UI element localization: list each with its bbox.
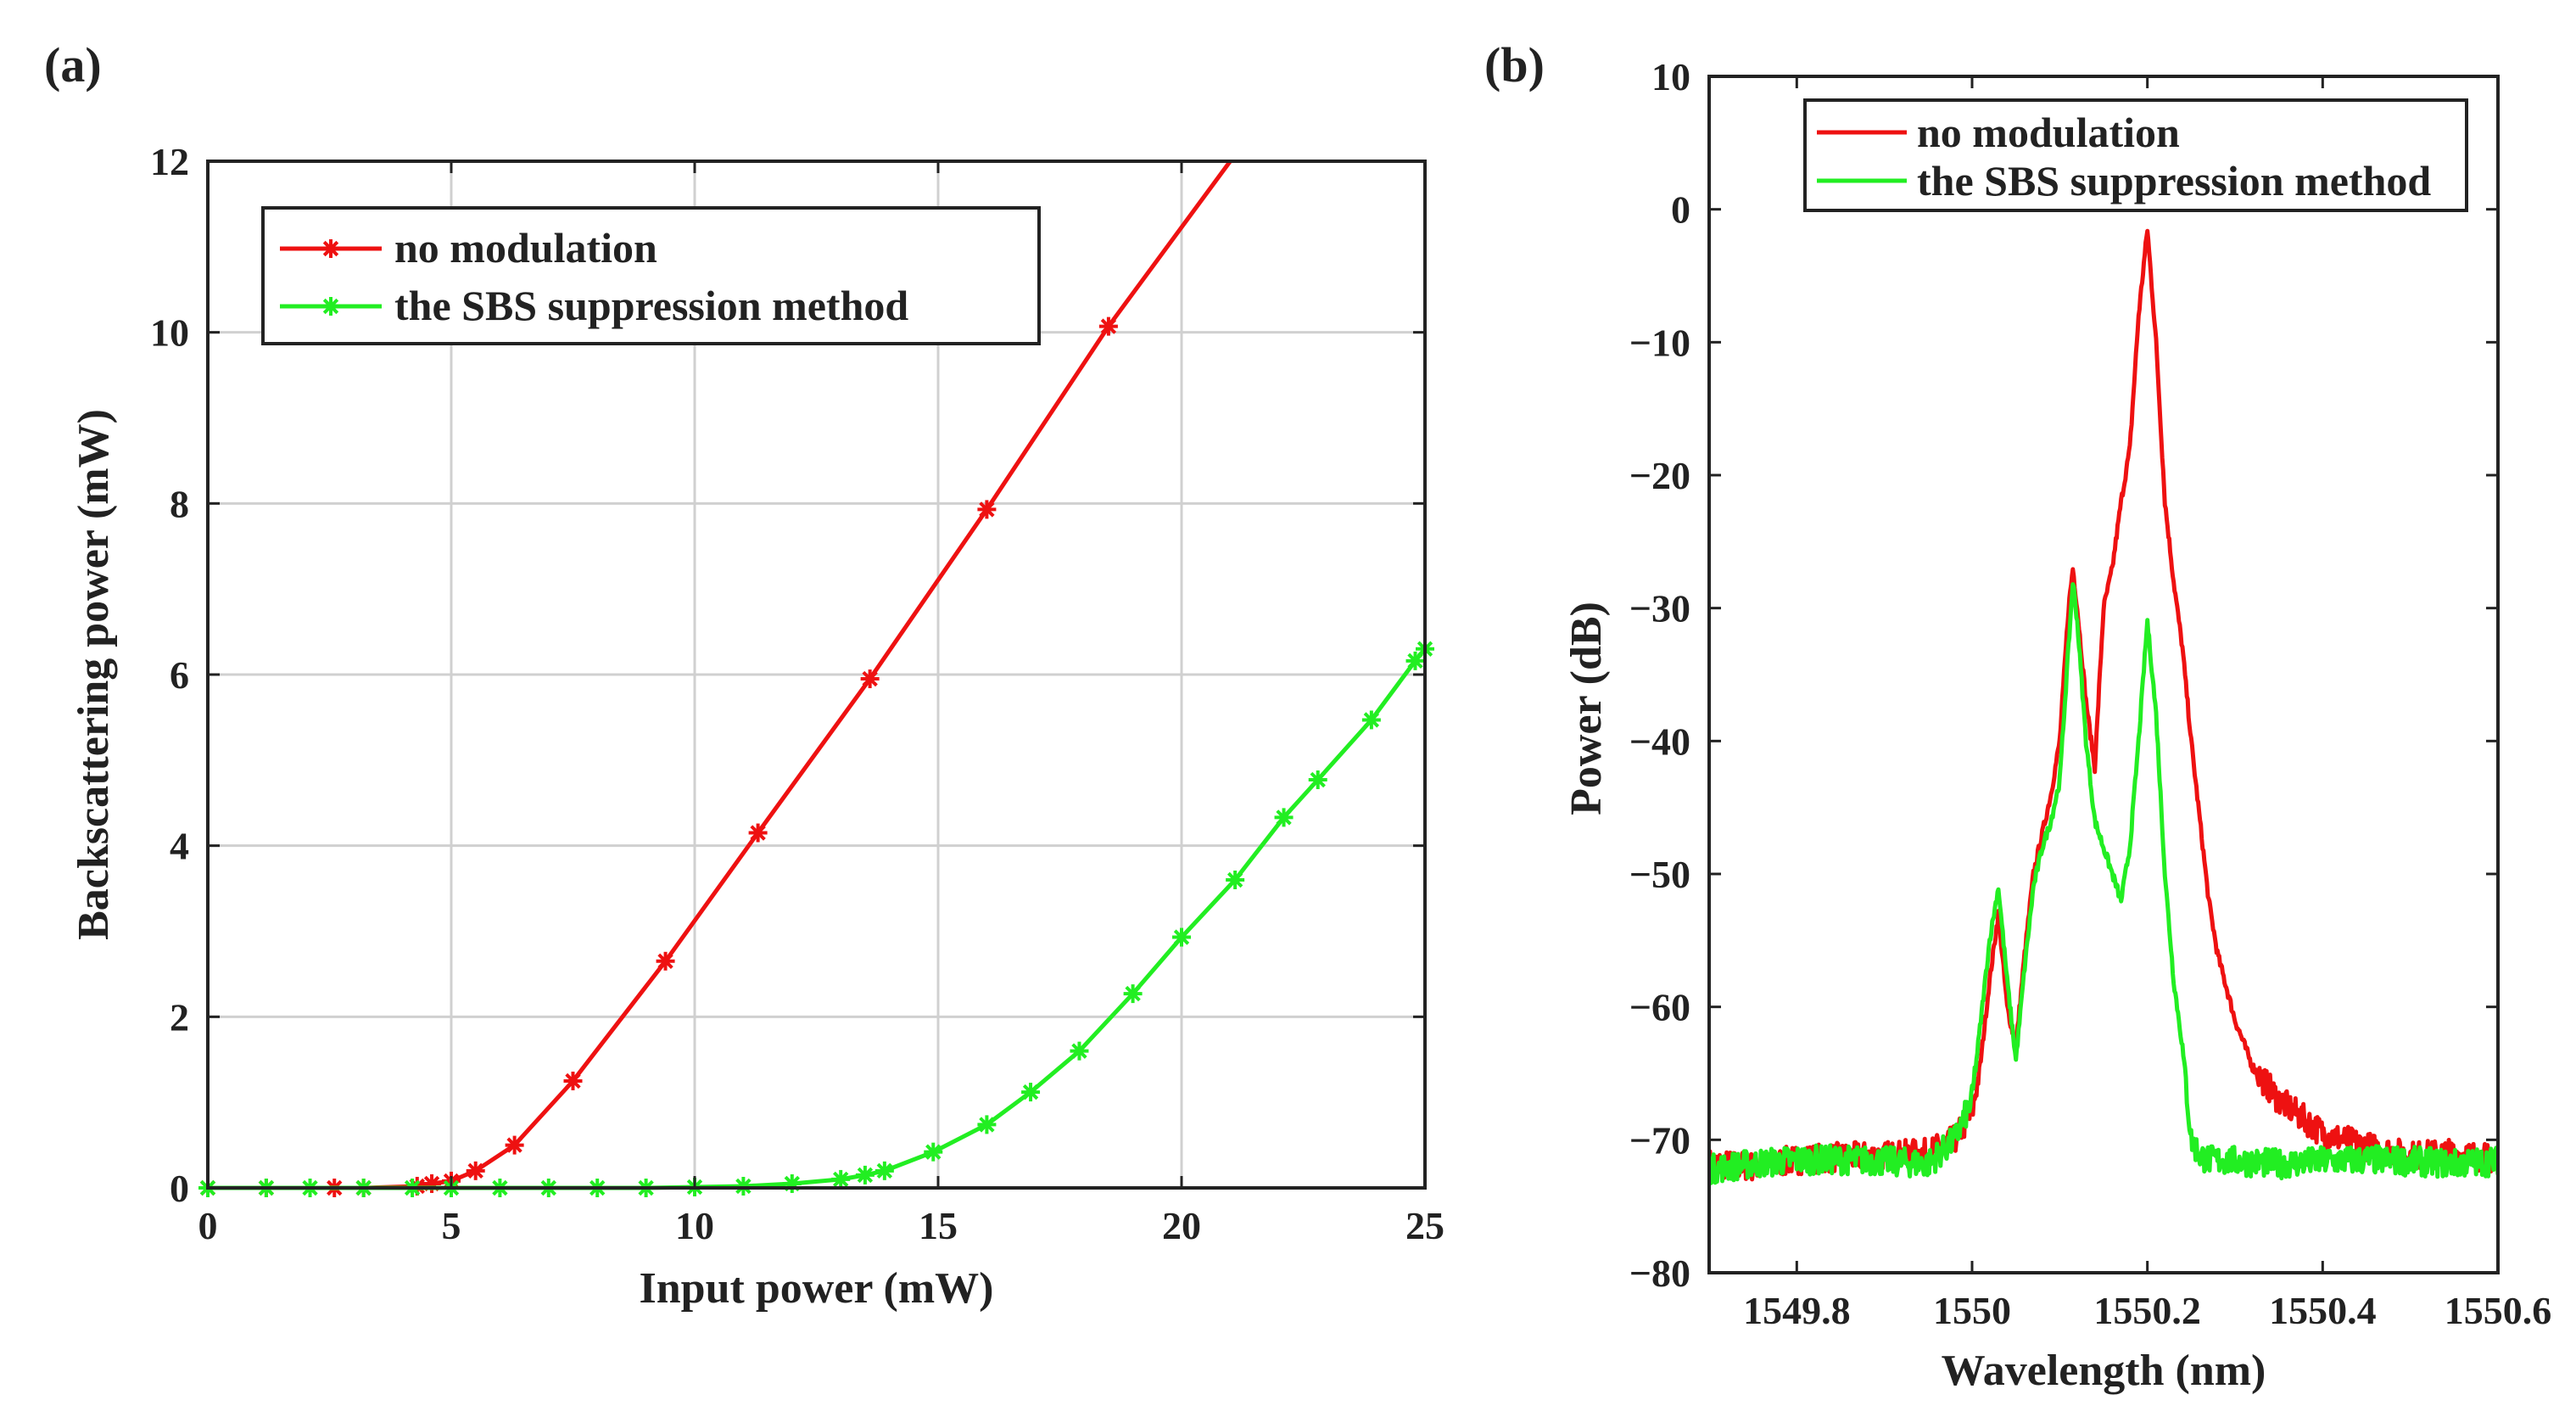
panel-b-label: (b) xyxy=(1484,37,1545,92)
panel-a-xtick-label: 0 xyxy=(198,1204,218,1247)
panel-b-xtick-label: 1549.8 xyxy=(1743,1289,1851,1332)
panel-b-series-line-1 xyxy=(1709,582,2498,1185)
panel-a-xtick-label: 15 xyxy=(919,1204,958,1247)
panel-a-label: (a) xyxy=(44,37,102,92)
chart-panel-a: (a) 0 5 10 15 20 25 0 2 4 6 8 10 12 Input power (mW)… xyxy=(44,37,1444,1313)
panel-a-legend-label-sbs: the SBS suppression method xyxy=(394,282,908,329)
panel-a-ytick-label: 12 xyxy=(150,140,189,183)
panel-b-ytick-label: −60 xyxy=(1629,986,1690,1029)
panel-a-data-point xyxy=(782,1173,802,1193)
panel-a-xtick-label: 10 xyxy=(675,1204,714,1247)
panel-b-series xyxy=(1709,228,2498,1185)
panel-a-ytick-label: 4 xyxy=(170,825,189,868)
panel-a-data-point xyxy=(1274,808,1294,827)
panel-a-ytick-label: 6 xyxy=(170,653,189,697)
panel-a-data-point xyxy=(748,823,768,843)
panel-a-data-point xyxy=(1308,770,1327,790)
panel-b-ytick-label: −10 xyxy=(1629,321,1690,364)
panel-a-data-point xyxy=(831,1169,851,1189)
panel-a-legend: no modulation the SBS suppression method xyxy=(261,206,1041,345)
panel-a-data-point xyxy=(656,951,675,971)
panel-a-data-point xyxy=(874,1161,894,1180)
panel-a-data-point xyxy=(505,1135,524,1155)
panel-a-data-point xyxy=(1226,871,1245,889)
panel-a-ytick-label: 10 xyxy=(150,311,189,355)
panel-b-ticks: 1549.8 1550 1550.2 1550.4 1550.6 10 0 −10 −20 −30… xyxy=(1629,55,2551,1332)
panel-b-ytick-label: −40 xyxy=(1629,720,1690,763)
panel-b-xtick-label: 1550 xyxy=(1933,1289,2011,1332)
panel-a-legend-label-no-modulation: no modulation xyxy=(394,224,657,272)
panel-b-y-axis-label: Power (dB) xyxy=(1562,602,1611,815)
panel-a-data-point xyxy=(1123,984,1143,1004)
panel-a-x-axis-label: Input power (mW) xyxy=(640,1264,994,1313)
panel-a-data-point xyxy=(977,500,997,519)
panel-a-data-point xyxy=(563,1071,583,1090)
panel-a-legend-box xyxy=(261,206,1041,345)
panel-a-data-point xyxy=(924,1142,943,1162)
panel-a-data-point xyxy=(1021,1083,1041,1102)
panel-b-xtick-label: 1550.4 xyxy=(2269,1289,2377,1332)
panel-b-legend: no modulation the SBS suppression method xyxy=(1803,98,2468,212)
panel-a-data-point xyxy=(977,1115,997,1134)
panel-a-data-point xyxy=(1361,710,1381,730)
panel-a-data-point xyxy=(1070,1041,1089,1061)
panel-a-data-point xyxy=(734,1176,753,1196)
panel-a-data-point xyxy=(1098,316,1118,336)
panel-a-y-axis-label: Backscattering power (mW) xyxy=(70,409,118,940)
panel-a-ytick-label: 2 xyxy=(170,995,189,1039)
panel-a-legend-marker-no-modulation xyxy=(321,239,340,258)
panel-a-xtick-label: 5 xyxy=(442,1204,461,1247)
panel-b-legend-label-sbs: the SBS suppression method xyxy=(1917,157,2431,204)
chart-panel-b: (b) 1549.8 1550 1550.2 1550.4 1550.6 10 0 −10 −2… xyxy=(1484,37,2551,1395)
panel-b-x-axis-label: Wavelength (nm) xyxy=(1942,1347,2266,1395)
panel-a-data-point xyxy=(422,1173,442,1193)
panel-b-series-line-0 xyxy=(1709,228,2498,1182)
panel-a-data-point xyxy=(1172,927,1191,947)
panel-a-series-line-1 xyxy=(208,647,1427,1190)
panel-b-axes-frame xyxy=(1707,75,2500,1274)
panel-a-data-point xyxy=(855,1165,874,1185)
panel-b-ytick-label: −30 xyxy=(1629,587,1690,630)
panel-a-xtick-label: 20 xyxy=(1162,1204,1201,1247)
panel-b-xtick-label: 1550.2 xyxy=(2093,1289,2201,1332)
panel-b-ytick-label: 10 xyxy=(1651,55,1690,98)
panel-a-ticks: 0 5 10 15 20 25 0 2 4 6 8 10 12 xyxy=(150,140,1444,1247)
panel-b-legend-label-no-modulation: no modulation xyxy=(1917,109,2180,156)
panel-a-data-point xyxy=(466,1161,485,1180)
panel-a-ytick-label: 0 xyxy=(170,1167,189,1210)
panel-b-ytick-label: 0 xyxy=(1671,188,1690,232)
panel-b-legend-box xyxy=(1803,98,2468,212)
panel-a-xtick-label: 25 xyxy=(1405,1204,1444,1247)
panel-b-ytick-label: −80 xyxy=(1629,1252,1690,1295)
panel-a-data-point xyxy=(860,669,880,689)
panel-a-ytick-label: 8 xyxy=(170,482,189,525)
panel-b-xtick-label: 1550.6 xyxy=(2445,1289,2552,1332)
panel-a-legend-marker-sbs xyxy=(321,297,340,316)
panel-b-ytick-label: −20 xyxy=(1629,454,1690,497)
panel-b-ytick-label: −70 xyxy=(1629,1118,1690,1162)
panel-b-ytick-label: −50 xyxy=(1629,853,1690,896)
